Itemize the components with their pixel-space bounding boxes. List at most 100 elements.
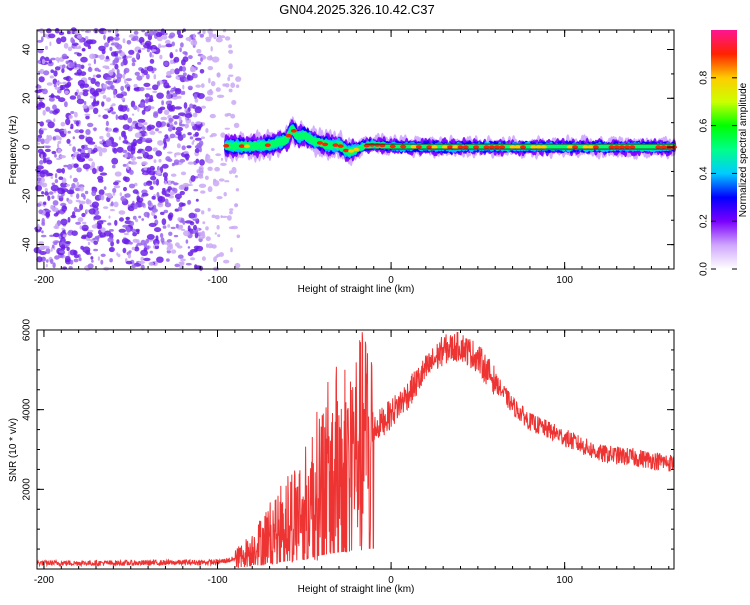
colorbar-tick-label: 0.4 bbox=[699, 166, 710, 180]
spectrogram-noise-speckle bbox=[187, 161, 194, 165]
spectrogram-noise-speckle bbox=[175, 242, 180, 247]
spectrogram-noise-speckle bbox=[158, 131, 162, 134]
spectrogram-noise-speckle bbox=[81, 48, 86, 52]
spectrogram-noise-speckle bbox=[194, 106, 203, 114]
spectrogram-noise-speckle bbox=[76, 193, 80, 200]
spectrogram-noise-speckle bbox=[143, 257, 151, 262]
spectrogram-noise-speckle bbox=[91, 91, 100, 97]
spectrogram-noise-speckle bbox=[196, 49, 202, 54]
spectrogram-noise-speckle bbox=[146, 65, 154, 72]
spectrogram-noise-speckle bbox=[57, 59, 60, 63]
spectrogram-noise-speckle bbox=[132, 232, 138, 237]
spectrogram-noise-speckle bbox=[158, 33, 163, 37]
spectrogram-noise-speckle bbox=[178, 112, 186, 116]
spectrogram-noise-speckle bbox=[190, 39, 198, 46]
spectrogram-noise-speckle bbox=[143, 211, 150, 218]
spectrogram-noise-speckle bbox=[119, 217, 124, 222]
spectrogram-noise-speckle bbox=[190, 257, 196, 261]
spectrogram-ridge-peak bbox=[348, 149, 355, 153]
spectrogram-noise-speckle bbox=[234, 203, 239, 208]
spectrogram-noise-speckle bbox=[132, 138, 138, 146]
spectrogram-noise-speckle bbox=[149, 185, 154, 190]
spectrogram-noise-speckle bbox=[65, 184, 70, 187]
spectrogram-noise-speckle bbox=[67, 46, 73, 52]
spectrogram-ridge-peak bbox=[410, 145, 417, 149]
spectrogram-noise-speckle bbox=[87, 63, 92, 66]
spectrogram-noise-speckle bbox=[224, 180, 230, 183]
spectrogram-noise-speckle bbox=[148, 261, 154, 266]
spectrogram-noise-speckle bbox=[158, 43, 162, 49]
spectrogram-noise-speckle bbox=[105, 97, 112, 102]
spectrogram-noise-speckle bbox=[235, 76, 242, 82]
spectrogram-noise-speckle bbox=[213, 256, 217, 263]
spectrogram-noise-speckle bbox=[141, 202, 145, 207]
spectrogram-noise-speckle bbox=[151, 70, 155, 74]
colorbar-tick-label: 0.0 bbox=[699, 262, 710, 276]
spectrogram-ridge bbox=[223, 116, 677, 167]
spectrogram-noise-speckle bbox=[161, 100, 165, 106]
spectrogram-noise-speckle bbox=[208, 77, 211, 84]
spectrogram-noise-speckle bbox=[163, 32, 168, 36]
spectrogram-noise-speckle bbox=[40, 102, 46, 109]
snr-x-axis-label: Height of straight line (km) bbox=[298, 584, 415, 595]
spectrogram-noise-speckle bbox=[174, 88, 182, 95]
spectrogram-noise-speckle bbox=[210, 148, 215, 151]
spectrogram-noise-speckle bbox=[156, 256, 164, 263]
spectrogram-noise-speckle bbox=[83, 194, 86, 200]
spectrogram-noise-speckle bbox=[146, 167, 152, 174]
spectrogram-noise-speckle bbox=[105, 120, 109, 127]
spectrogram-noise-speckle bbox=[134, 132, 142, 138]
spectrogram-ridge-peak bbox=[660, 145, 667, 149]
spectrogram-noise-speckle bbox=[132, 189, 139, 194]
spectrogram-ridge-peak bbox=[655, 145, 662, 149]
spectrogram-ridge-peak bbox=[379, 143, 386, 148]
spectrogram-noise-speckle bbox=[65, 118, 71, 126]
spectrogram-noise-speckle bbox=[159, 106, 166, 111]
spectrogram-noise-speckle bbox=[44, 188, 48, 193]
spectrogram-noise-speckle bbox=[182, 51, 188, 55]
spectrogram-noise-speckle bbox=[193, 224, 197, 231]
spectrogram-noise-speckle bbox=[131, 264, 136, 269]
spectrogram-noise-speckle bbox=[93, 248, 99, 252]
spectrogram-noise-speckle bbox=[96, 100, 100, 105]
spectrogram-noise-speckle bbox=[55, 82, 63, 85]
spectrogram-noise-speckle bbox=[92, 167, 97, 175]
spectrogram-noise-speckle bbox=[80, 56, 88, 63]
spectrogram-noise-speckle bbox=[106, 76, 112, 81]
spectrogram-noise-speckle bbox=[91, 190, 97, 197]
spectrogram-noise-speckle bbox=[53, 225, 60, 229]
spectrogram-noise-speckle bbox=[187, 246, 191, 249]
spectrogram-noise-speckle bbox=[78, 200, 86, 205]
spectrogram-noise-speckle bbox=[86, 231, 93, 239]
spectrogram-noise-speckle bbox=[94, 215, 102, 220]
spectrogram-noise-speckle bbox=[53, 241, 58, 246]
spectrogram-noise-speckle bbox=[214, 166, 221, 172]
spectrogram-noise-speckle bbox=[39, 98, 43, 102]
colorbar-tick-label: 0.6 bbox=[699, 118, 710, 132]
spectrogram-noise-speckle bbox=[174, 68, 180, 75]
spectrogram-noise-speckle bbox=[199, 147, 202, 153]
spectrogram-noise-speckle bbox=[73, 258, 79, 263]
spectrogram-noise-speckle bbox=[131, 246, 135, 251]
spectrogram-noise-speckle bbox=[116, 68, 120, 75]
spectrogram-noise-speckle bbox=[174, 263, 180, 268]
spectrogram-noise-speckle bbox=[161, 189, 167, 196]
spectrogram-noise-speckle bbox=[194, 148, 200, 154]
spectrogram-noise-speckle bbox=[69, 77, 73, 81]
spectrogram-noise-speckle bbox=[132, 215, 137, 220]
spectrogram-noise-speckle bbox=[123, 186, 127, 192]
spectrogram-noise-speckle bbox=[182, 56, 189, 63]
spectrogram-noise-speckle bbox=[45, 263, 48, 268]
spectrogram-noise-speckle bbox=[204, 175, 209, 180]
spectrogram-noise-speckle bbox=[139, 102, 146, 107]
spectrogram-noise-speckle bbox=[72, 155, 75, 160]
spectrogram-noise-speckle bbox=[112, 192, 116, 196]
spectrogram-noise-speckle bbox=[113, 147, 118, 154]
spectrogram-noise-speckle bbox=[80, 64, 85, 70]
spectrogram-noise-speckle bbox=[111, 111, 116, 115]
spectrogram-noise-speckle bbox=[100, 259, 104, 265]
spectrogram-noise-speckle bbox=[224, 36, 231, 41]
spectrogram-noise-speckle bbox=[218, 252, 224, 257]
spectrogram-ridge-peak bbox=[530, 145, 537, 149]
spectrogram-x-tick-label: -100 bbox=[208, 275, 228, 286]
